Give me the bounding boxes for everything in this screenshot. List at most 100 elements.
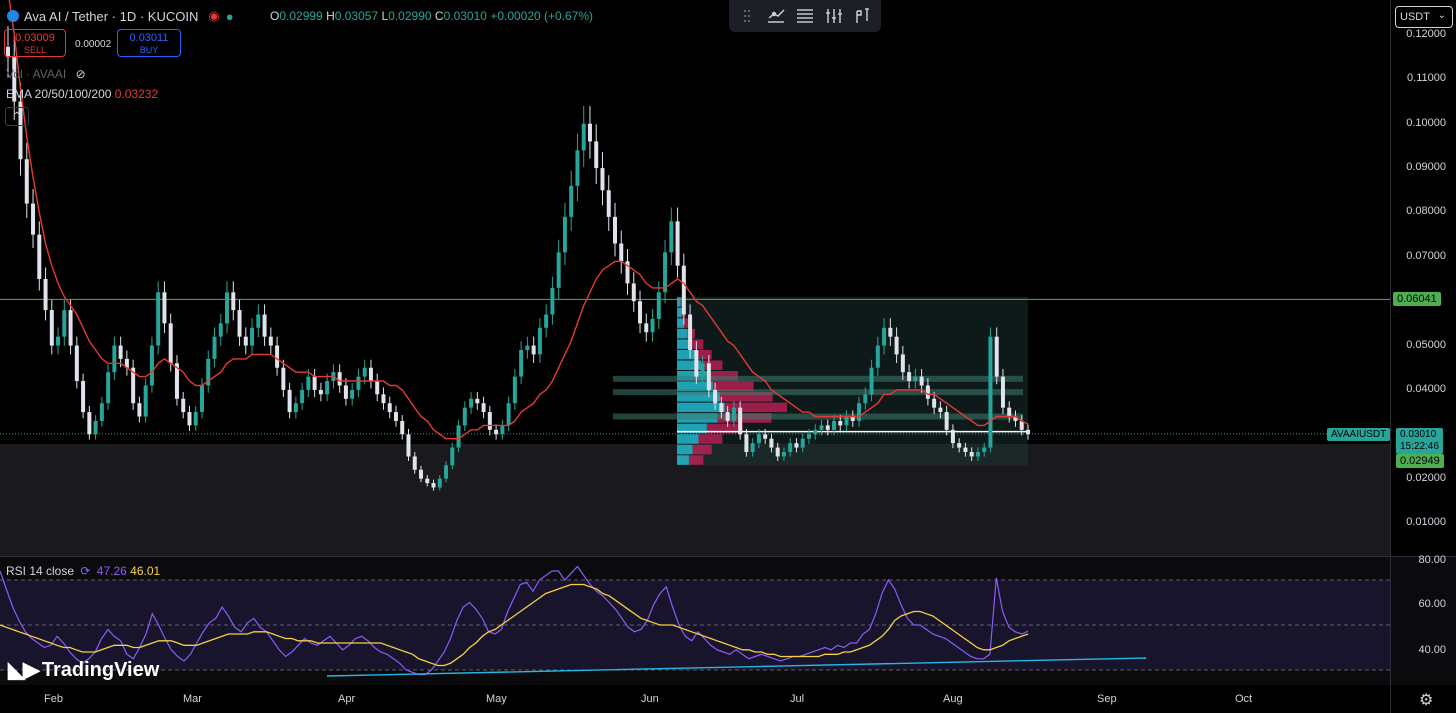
pattern-tool-icon[interactable]: [823, 6, 845, 26]
ohlc-values: O0.02999 H0.03057 L0.02990 C0.03010 +0.0…: [270, 9, 593, 23]
price-tick-label: 0.11000: [1407, 72, 1446, 85]
candle-body: [62, 310, 67, 337]
candle-body: [587, 123, 592, 142]
buy-button[interactable]: 0.03011 BUY: [117, 29, 181, 57]
candle-body: [456, 425, 461, 448]
candle-body: [719, 403, 724, 413]
candle-body: [969, 452, 974, 457]
candle-body: [174, 363, 179, 399]
rsi-settings-icon[interactable]: ⟳: [80, 564, 91, 578]
chevron-down-icon: ⌄: [1437, 10, 1446, 21]
price-tick-label: 0.09000: [1406, 161, 1446, 174]
candle-body: [750, 443, 755, 453]
candle-body: [1019, 420, 1024, 430]
rsi-ma-line: [0, 583, 1029, 667]
trend-line-tool-icon[interactable]: [765, 6, 787, 26]
eye-hidden-icon[interactable]: ⊘: [75, 67, 86, 81]
settings-gear-icon[interactable]: ⚙: [1419, 692, 1434, 709]
candle-body: [444, 465, 449, 479]
currency-select[interactable]: USDT ⌄: [1395, 6, 1453, 28]
candle-body: [400, 420, 405, 435]
last-price-value: 0.03010: [1400, 429, 1437, 440]
candle-body: [375, 381, 380, 395]
spread-value: 0.00002: [75, 39, 112, 50]
candle-body: [500, 425, 505, 435]
candle-body: [43, 279, 48, 311]
ema-indicator-label[interactable]: EMA 20/50/100/200 0.03232: [6, 87, 158, 101]
price-tick-label: 0.01000: [1406, 516, 1446, 528]
candle-body: [368, 367, 373, 382]
candle-body: [531, 345, 536, 355]
candle-body: [124, 358, 129, 368]
symbol-title: Ava AI / Tether · 1D · KUCOIN: [24, 8, 199, 24]
time-tick-label: Mar: [183, 693, 202, 705]
candle-body: [900, 354, 905, 373]
symbol-header[interactable]: Ava AI / Tether · 1D · KUCOIN ◉ ●: [6, 8, 234, 24]
volume-profile-sell-bar: [688, 455, 704, 465]
volume-profile-sell-bar: [680, 297, 683, 307]
volume-profile-buy-bar: [677, 371, 707, 381]
low-value: 0.02990: [388, 9, 432, 23]
candle-body: [638, 301, 643, 324]
volume-profile-sell-bar: [698, 434, 723, 444]
collapse-legend-button[interactable]: ⌃: [5, 107, 29, 126]
drag-handle-icon[interactable]: [736, 6, 758, 26]
candle-body: [694, 349, 699, 377]
candle-body: [575, 150, 580, 186]
candle-body: [594, 141, 599, 169]
candle-body: [700, 363, 705, 377]
candle-body: [137, 403, 142, 417]
eye-off-icon[interactable]: ◉: [208, 8, 220, 23]
tradingview-mark-icon: ◣▶: [8, 657, 40, 682]
candle-body: [600, 168, 605, 191]
candle-body: [212, 336, 217, 359]
price-tick-label: 0.08000: [1406, 205, 1446, 218]
candle-body: [857, 403, 862, 421]
volume-profile-buy-bar: [677, 307, 682, 318]
candle-body: [612, 216, 617, 244]
volume-label: Vol · AVAAI: [6, 67, 67, 81]
volume-profile-buy-bar: [677, 434, 699, 444]
candle-body: [81, 381, 86, 413]
candle-body: [569, 185, 574, 217]
candle-body: [888, 327, 893, 337]
rsi-ma-value: 46.01: [130, 564, 161, 578]
rsi-legend[interactable]: RSI 14 close ⟳ 47.26 46.01: [6, 564, 160, 578]
candle-body: [519, 349, 524, 377]
candle-body: [149, 345, 154, 386]
candle-body: [631, 283, 636, 302]
candle-body: [437, 478, 442, 488]
last-price-tag: 0.03010 15:22:46: [1396, 428, 1443, 454]
candle-body: [925, 385, 930, 399]
candle-body: [425, 478, 430, 484]
candle-body: [406, 434, 411, 457]
price-tick-label: 0.05000: [1406, 338, 1446, 351]
candle-body: [18, 101, 23, 160]
time-tick-label: May: [486, 693, 507, 705]
candle-body: [337, 372, 342, 386]
volume-profile-buy-bar: [677, 423, 707, 434]
measure-tool-icon[interactable]: [852, 6, 874, 26]
candle-body: [907, 372, 912, 382]
ema-value: 0.03232: [114, 87, 159, 101]
currency-value: USDT: [1400, 11, 1430, 23]
candle-body: [87, 412, 92, 435]
candle-body: [494, 429, 499, 435]
high-label: H: [326, 9, 335, 23]
candle-body: [1000, 376, 1005, 408]
candle-body: [944, 412, 949, 430]
candle-body: [794, 443, 799, 448]
candle-body: [68, 310, 73, 346]
candle-body: [844, 416, 849, 426]
fib-tool-icon[interactable]: [794, 6, 816, 26]
candle-body: [475, 398, 480, 404]
volume-profile-buy-bar: [677, 328, 688, 339]
candle-body: [681, 265, 686, 315]
volume-profile-sell-bar: [712, 381, 754, 392]
sell-button[interactable]: 0.03009 SELL: [4, 29, 66, 57]
rsi-label: RSI 14 close: [6, 564, 75, 578]
volume-profile-buy-bar: [677, 360, 701, 370]
candle-body: [838, 420, 843, 426]
volume-indicator-label[interactable]: Vol · AVAAI ⊘: [6, 67, 86, 81]
